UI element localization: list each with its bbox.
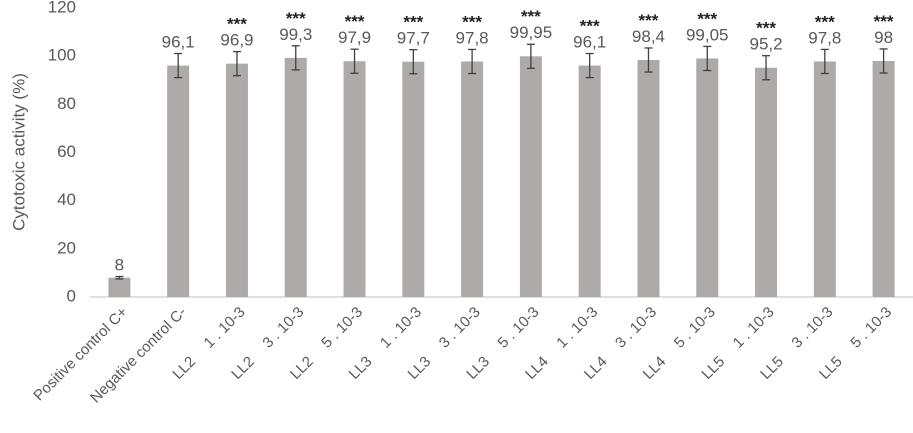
x-tick-label: LL3 bbox=[405, 353, 435, 383]
data-label: 98,4 bbox=[632, 27, 665, 46]
y-tick-label: 120 bbox=[48, 0, 76, 16]
x-tick-label: LL2 bbox=[169, 353, 199, 383]
bar bbox=[755, 67, 778, 297]
significance: *** bbox=[403, 13, 423, 32]
x-tick-label: 3 . 10-3 bbox=[788, 304, 836, 352]
bar bbox=[167, 65, 190, 297]
bar bbox=[343, 61, 366, 297]
y-axis-label: Cytotoxic activity (%) bbox=[9, 73, 28, 231]
significance: *** bbox=[580, 17, 600, 36]
data-label: 99,95 bbox=[510, 23, 553, 42]
data-label: 8 bbox=[115, 256, 124, 275]
x-tick-label: 1 . 10-3 bbox=[730, 304, 778, 352]
significance: *** bbox=[874, 12, 894, 31]
x-tick-label: LL3 bbox=[346, 353, 376, 383]
bar bbox=[519, 56, 542, 298]
x-tick-label: 3 . 10-3 bbox=[259, 304, 307, 352]
x-tick-label: LL4 bbox=[581, 353, 611, 383]
bar bbox=[108, 277, 131, 297]
data-label: 99,3 bbox=[279, 25, 312, 44]
y-tick-label: 20 bbox=[57, 238, 76, 257]
significance: *** bbox=[639, 11, 659, 30]
x-tick-label: 3 . 10-3 bbox=[612, 304, 660, 352]
bar bbox=[696, 58, 719, 297]
bar bbox=[461, 61, 484, 298]
data-label: 97,8 bbox=[456, 28, 489, 47]
data-label: 97,9 bbox=[338, 28, 371, 47]
significance: *** bbox=[345, 12, 365, 31]
bar bbox=[225, 63, 248, 297]
significance: *** bbox=[462, 12, 482, 31]
x-tick-label: 5 . 10-3 bbox=[847, 304, 895, 352]
x-tick-label: 1 . 10-3 bbox=[553, 304, 601, 352]
y-tick-label: 40 bbox=[57, 190, 76, 209]
x-tick-label: 5 . 10-3 bbox=[318, 304, 366, 352]
y-tick-label: 0 bbox=[67, 286, 76, 305]
significance: *** bbox=[815, 12, 835, 31]
significance: *** bbox=[756, 19, 776, 38]
data-label: 97,7 bbox=[397, 29, 430, 48]
x-tick-label: LL4 bbox=[522, 353, 552, 383]
x-tick-label: 1 . 10-3 bbox=[377, 304, 425, 352]
x-tick-label: 3 . 10-3 bbox=[436, 304, 484, 352]
y-tick-label: 80 bbox=[57, 94, 76, 113]
x-tick-label: LL4 bbox=[640, 353, 670, 383]
x-tick-label: LL5 bbox=[757, 353, 787, 383]
bar bbox=[813, 61, 836, 298]
x-tick-label: 5 . 10-3 bbox=[671, 304, 719, 352]
data-label: 99,05 bbox=[686, 25, 729, 44]
data-label: 95,2 bbox=[749, 35, 782, 54]
bar bbox=[872, 60, 895, 297]
significance: *** bbox=[227, 15, 247, 34]
x-tick-label: LL2 bbox=[287, 353, 317, 383]
data-label: 98 bbox=[874, 28, 893, 47]
y-tick-label: 100 bbox=[48, 46, 76, 65]
y-tick-label: 60 bbox=[57, 142, 76, 161]
bar bbox=[578, 65, 601, 297]
x-tick-label: LL5 bbox=[816, 353, 846, 383]
x-tick-label: LL3 bbox=[463, 353, 493, 383]
x-tick-label: LL5 bbox=[698, 353, 728, 383]
x-tick-label: 5 . 10-3 bbox=[495, 304, 543, 352]
x-tick-label: LL2 bbox=[228, 353, 258, 383]
significance: *** bbox=[286, 9, 306, 28]
significance: *** bbox=[697, 9, 717, 28]
bar bbox=[284, 57, 307, 297]
significance: *** bbox=[521, 7, 541, 26]
data-label: 96,9 bbox=[220, 31, 253, 50]
x-tick-label: 1 . 10-3 bbox=[201, 304, 249, 352]
data-label: 96,1 bbox=[573, 33, 606, 52]
data-label: 96,1 bbox=[162, 33, 195, 52]
data-label: 97,8 bbox=[808, 28, 841, 47]
bar bbox=[402, 61, 425, 297]
bar bbox=[637, 60, 660, 297]
